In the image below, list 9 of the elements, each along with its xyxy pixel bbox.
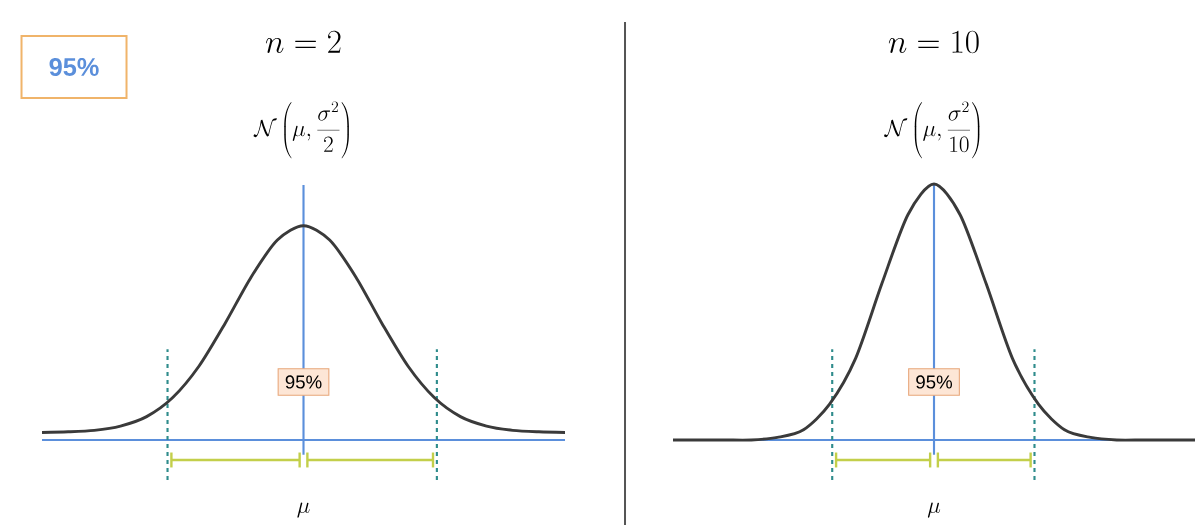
text: 95% <box>49 58 99 76</box>
annotation: 95% <box>916 375 953 389</box>
chart-subtitle: $\mathcal{N}\left(\mu, \frac{\sigma^2}{10}\right)$ <box>884 101 980 159</box>
chart-subtitle: $\mathcal{N}\left(\mu, \frac{\sigma^2}{2}\right)$ <box>253 101 349 159</box>
chart-title: $n = 2$ <box>265 30 341 54</box>
x-axis-title: $\mu$ <box>927 502 941 518</box>
annotation: 95% <box>285 375 322 389</box>
chart-title: $n = 10$ <box>888 30 979 54</box>
x-axis-title: $\mu$ <box>297 502 310 518</box>
